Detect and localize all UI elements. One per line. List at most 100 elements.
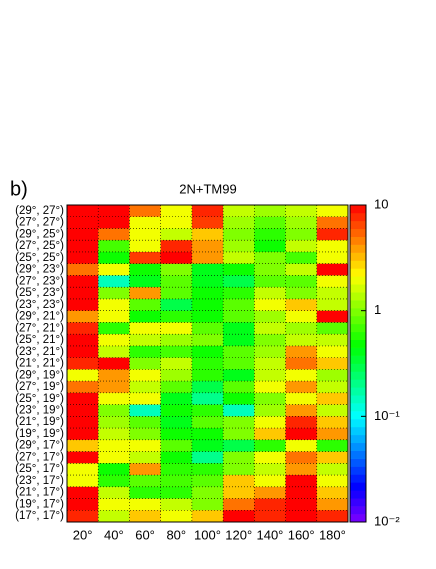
heat-cell xyxy=(129,486,161,499)
heat-cell xyxy=(254,298,286,311)
heat-cell xyxy=(98,463,130,476)
heat-cell xyxy=(98,298,130,311)
heat-cell xyxy=(129,334,161,347)
heat-cell xyxy=(191,451,224,464)
heat-cell xyxy=(129,392,161,405)
y-tick-label: (27°, 23°) xyxy=(15,275,64,287)
heat-cell xyxy=(98,357,130,370)
panel-label: b) xyxy=(10,178,28,200)
heat-cell xyxy=(98,369,130,382)
y-tick-label: (17°, 17°) xyxy=(15,510,64,522)
heat-cell xyxy=(223,205,255,218)
heat-cell xyxy=(316,510,349,523)
heat-cell xyxy=(285,392,318,405)
colorbar-step xyxy=(350,205,366,214)
heat-cell xyxy=(160,298,193,311)
colorbar-step xyxy=(350,490,366,499)
heat-cell xyxy=(223,369,255,382)
heat-cell xyxy=(254,228,286,241)
heat-cell xyxy=(129,216,161,229)
colorbar-step xyxy=(350,300,366,309)
heat-cell xyxy=(316,451,349,464)
heat-cell xyxy=(191,263,224,276)
heat-cell xyxy=(223,228,255,241)
y-tick-label: (27°, 17°) xyxy=(15,451,64,463)
heat-cell xyxy=(67,510,99,523)
heat-cell xyxy=(285,416,318,429)
heat-cell xyxy=(160,463,193,476)
heat-cell xyxy=(129,404,161,417)
heat-cell xyxy=(191,357,224,370)
heat-cell xyxy=(285,451,318,464)
heat-cell xyxy=(223,381,255,394)
heat-cell xyxy=(67,310,99,323)
colorbar-step xyxy=(350,244,366,253)
colorbar-step xyxy=(350,252,366,261)
heat-cell xyxy=(285,498,318,511)
heat-cell xyxy=(67,369,99,382)
heat-cell xyxy=(191,510,224,523)
heat-cell xyxy=(316,310,349,323)
heat-cell xyxy=(223,428,255,441)
heat-cell xyxy=(191,416,224,429)
heat-cell xyxy=(285,357,318,370)
heat-cell xyxy=(129,463,161,476)
heat-cell xyxy=(285,404,318,417)
heat-cell xyxy=(67,475,99,488)
heat-cell xyxy=(285,298,318,311)
colorbar-step xyxy=(350,395,366,404)
heat-cell xyxy=(160,345,193,358)
heat-cell xyxy=(191,404,224,417)
heat-cell xyxy=(191,298,224,311)
heat-cell xyxy=(316,322,349,335)
heat-cell xyxy=(67,322,99,335)
heat-cell xyxy=(67,486,99,499)
heat-cell xyxy=(67,428,99,441)
heat-cell xyxy=(254,498,286,511)
heat-cell xyxy=(254,428,286,441)
colorbar-step xyxy=(350,498,366,507)
heat-cell xyxy=(285,322,318,335)
heat-cell xyxy=(316,463,349,476)
colorbar-step xyxy=(350,379,366,388)
heat-cell xyxy=(129,275,161,288)
heat-cell xyxy=(67,263,99,276)
heat-cell xyxy=(98,216,130,229)
y-tick-label: (23°, 21°) xyxy=(15,346,64,358)
heat-cell xyxy=(129,322,161,335)
heat-cell xyxy=(254,216,286,229)
colorbar-step xyxy=(350,403,366,412)
heat-cell xyxy=(285,428,318,441)
heat-cell xyxy=(223,357,255,370)
heat-cell xyxy=(285,310,318,323)
heat-cell xyxy=(285,251,318,265)
heat-cell xyxy=(98,287,130,300)
heat-cell xyxy=(316,498,349,511)
heat-cell xyxy=(98,404,130,417)
colorbar-step xyxy=(350,347,366,356)
colorbar-step xyxy=(350,220,366,230)
heat-cell xyxy=(223,263,255,276)
heat-cell xyxy=(160,475,193,488)
heat-cell xyxy=(223,475,255,488)
heat-cell xyxy=(129,263,161,276)
heat-cell xyxy=(285,463,318,476)
chart-title: 2N+TM99 xyxy=(179,181,236,196)
y-tick-label: (23°, 19°) xyxy=(15,404,64,416)
heat-cell xyxy=(67,381,99,394)
heat-cell xyxy=(191,275,224,288)
heat-cell xyxy=(98,498,130,511)
y-tick-label: (25°, 25°) xyxy=(15,252,64,264)
heat-cell xyxy=(129,298,161,311)
heat-cell xyxy=(160,486,193,499)
heat-cell xyxy=(254,439,286,452)
heat-cell xyxy=(254,381,286,394)
heat-cell xyxy=(67,463,99,476)
heat-cell xyxy=(223,334,255,347)
heat-cell xyxy=(254,392,286,405)
heat-cell xyxy=(223,216,255,229)
heat-cell xyxy=(316,381,349,394)
heat-cell xyxy=(223,404,255,417)
heat-cell xyxy=(254,310,286,323)
heat-cell xyxy=(223,251,255,265)
